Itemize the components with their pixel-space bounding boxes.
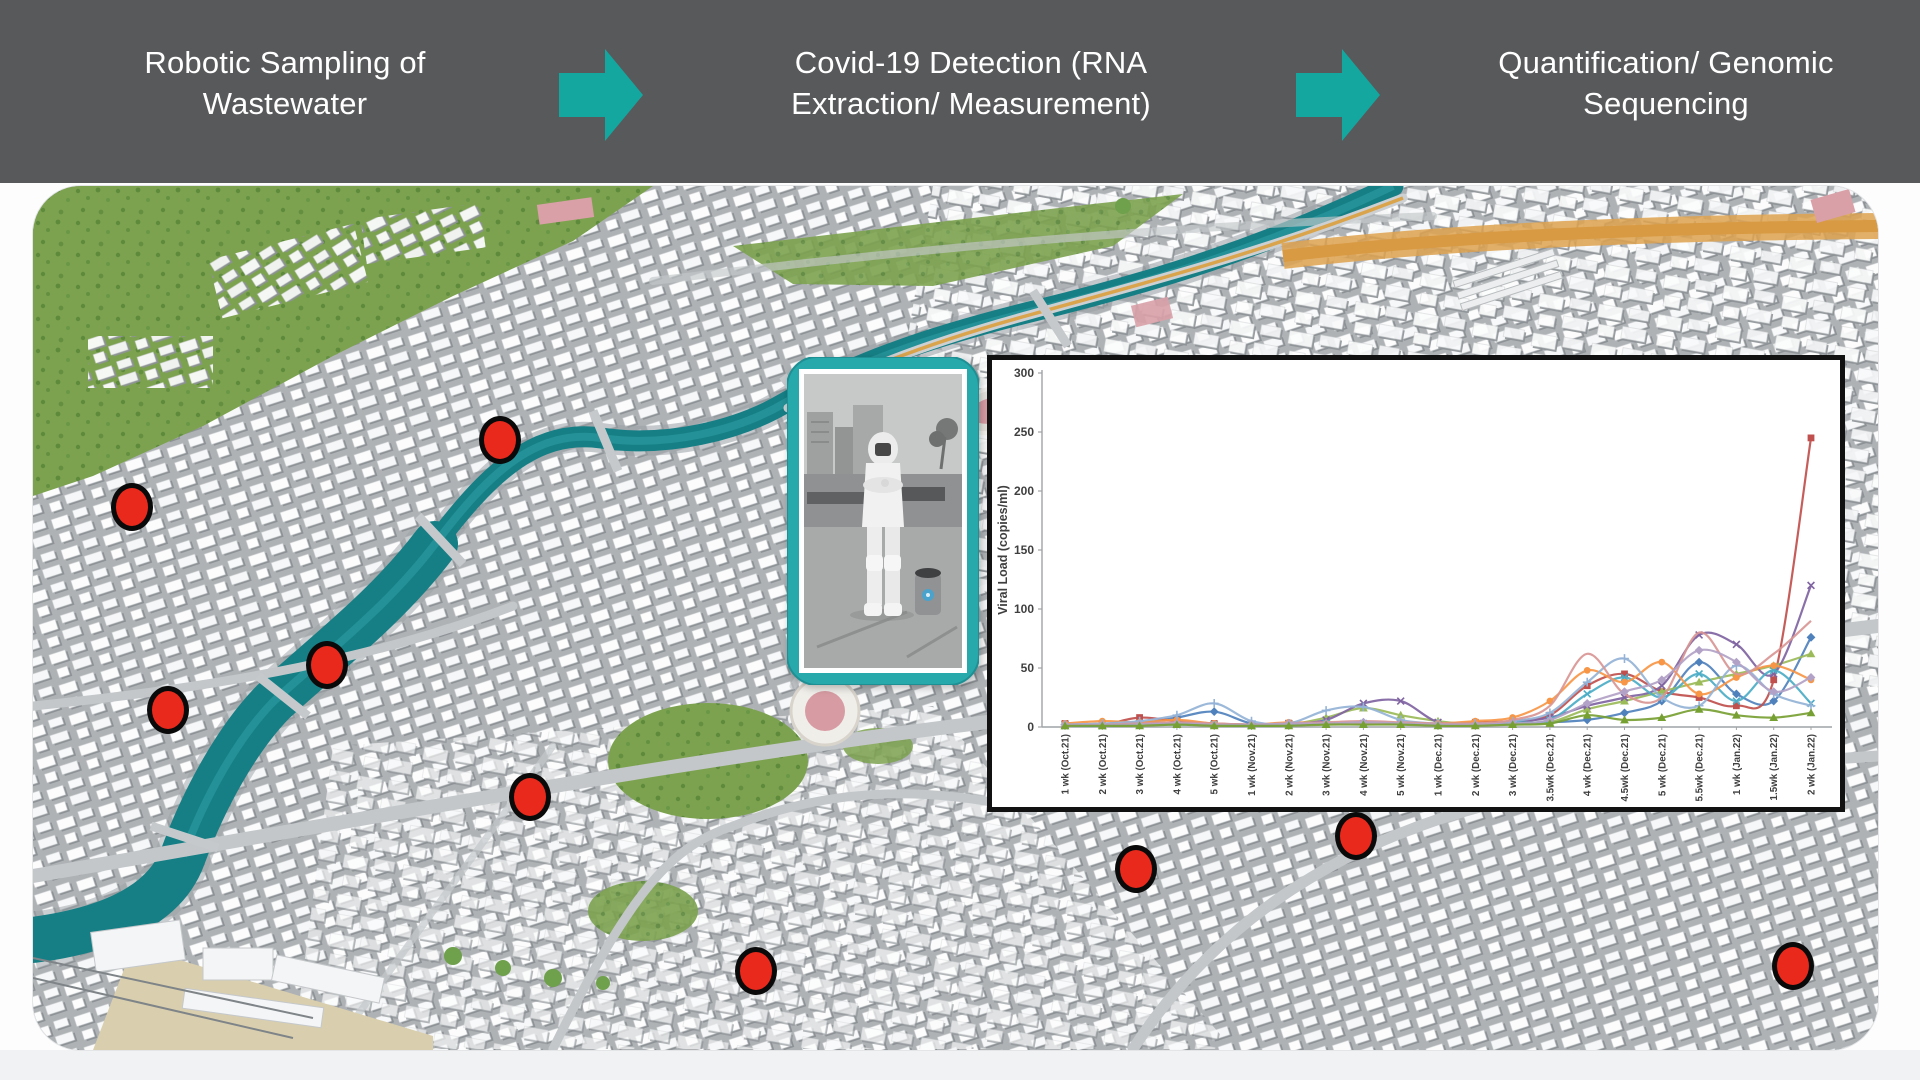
arrow-right-icon <box>1296 49 1380 141</box>
y-axis-title: Viral Load (copies/ml) <box>996 485 1010 615</box>
x-tick-label: 5 wk (Nov.21) <box>1396 734 1407 796</box>
x-tick-label: 3 wk (Dec.21) <box>1508 734 1519 796</box>
bottom-margin <box>0 1050 1920 1080</box>
arrow-right-icon <box>559 49 643 141</box>
map-sports-fields <box>536 188 1856 328</box>
map-industrial-area <box>33 919 433 1050</box>
x-tick-label: 1 wk (Oct.21) <box>1061 734 1072 794</box>
sampling-site-marker <box>147 686 189 734</box>
x-tick-label: 5.5wk (Dec.21) <box>1695 734 1706 802</box>
x-tick-label: 1 wk (Jan.22) <box>1732 734 1743 795</box>
ppe-photo-illustration <box>786 356 980 686</box>
sampling-site-marker <box>509 773 551 821</box>
sampling-site-marker <box>1335 812 1377 860</box>
sampling-site-marker <box>1115 845 1157 893</box>
sampling-site-marker <box>1772 942 1814 990</box>
workflow-step-sequencing: Quantification/ Genomic Sequencing <box>1498 45 1834 121</box>
x-tick-label: 2 wk (Oct.21) <box>1098 734 1109 794</box>
x-tick-label: 5 wk (Oct.21) <box>1210 734 1221 794</box>
viral-load-chart: 0 50 100 150 200 250 300 Viral Load (copies/ml)… <box>996 366 1832 802</box>
x-tick-label: 1 wk (Nov.21) <box>1247 734 1258 796</box>
workflow-banner: Robotic Sampling of Wastewater Covid-19 … <box>0 0 1920 183</box>
sampling-site-marker <box>735 947 777 995</box>
x-tick-label: 3 wk (Nov.21) <box>1322 734 1333 796</box>
y-tick-label: 100 <box>1014 602 1034 616</box>
map-riverside-green <box>733 194 1183 286</box>
workflow-step-sampling: Robotic Sampling of Wastewater <box>144 45 426 121</box>
x-tick-label: 3 wk (Oct.21) <box>1135 734 1146 794</box>
x-tick-label: 2 wk (Dec.21) <box>1471 734 1482 796</box>
x-tick-label: 5 wk (Dec.21) <box>1657 734 1668 796</box>
x-tick-label: 4 wk (Nov.21) <box>1359 734 1370 796</box>
y-tick-label: 200 <box>1014 484 1034 498</box>
x-tick-label: 3.5wk (Dec.21) <box>1545 734 1556 802</box>
map-hills <box>33 186 653 496</box>
photo-content <box>804 374 962 668</box>
y-tick-label: 150 <box>1014 543 1034 557</box>
x-tick-label: 4 wk (Oct.21) <box>1172 734 1183 794</box>
ppe-sampling-photo <box>786 356 980 686</box>
x-tick-label: 2 wk (Nov.21) <box>1284 734 1295 796</box>
workflow-step-detection: Covid-19 Detection (RNA Extraction/ Meas… <box>791 45 1151 121</box>
x-tick-label: 4 wk (Dec.21) <box>1583 734 1594 796</box>
sampling-site-marker <box>111 483 153 531</box>
chart-series-series-10 <box>1060 704 1816 730</box>
y-tick-label: 0 <box>1027 720 1034 734</box>
x-tick-label: 1 wk (Dec.21) <box>1434 734 1445 796</box>
x-tick-label: 4.5wk (Dec.21) <box>1620 734 1631 802</box>
x-tick-label: 1.5wk (Jan.22) <box>1769 734 1780 800</box>
sampling-site-marker <box>306 641 348 689</box>
ppe-person <box>862 432 904 616</box>
map-hill-villages <box>88 202 486 388</box>
viral-load-chart-panel: 0 50 100 150 200 250 300 Viral Load (copies/ml)… <box>987 355 1845 812</box>
x-tick-label: 2 wk (Jan.22) <box>1807 734 1818 795</box>
y-tick-label: 50 <box>1021 661 1035 675</box>
map-rail-yard <box>1281 213 1878 312</box>
sampling-site-marker <box>479 416 521 464</box>
map-stadium <box>789 675 861 747</box>
y-tick-label: 250 <box>1014 425 1034 439</box>
y-tick-label: 300 <box>1014 366 1034 380</box>
